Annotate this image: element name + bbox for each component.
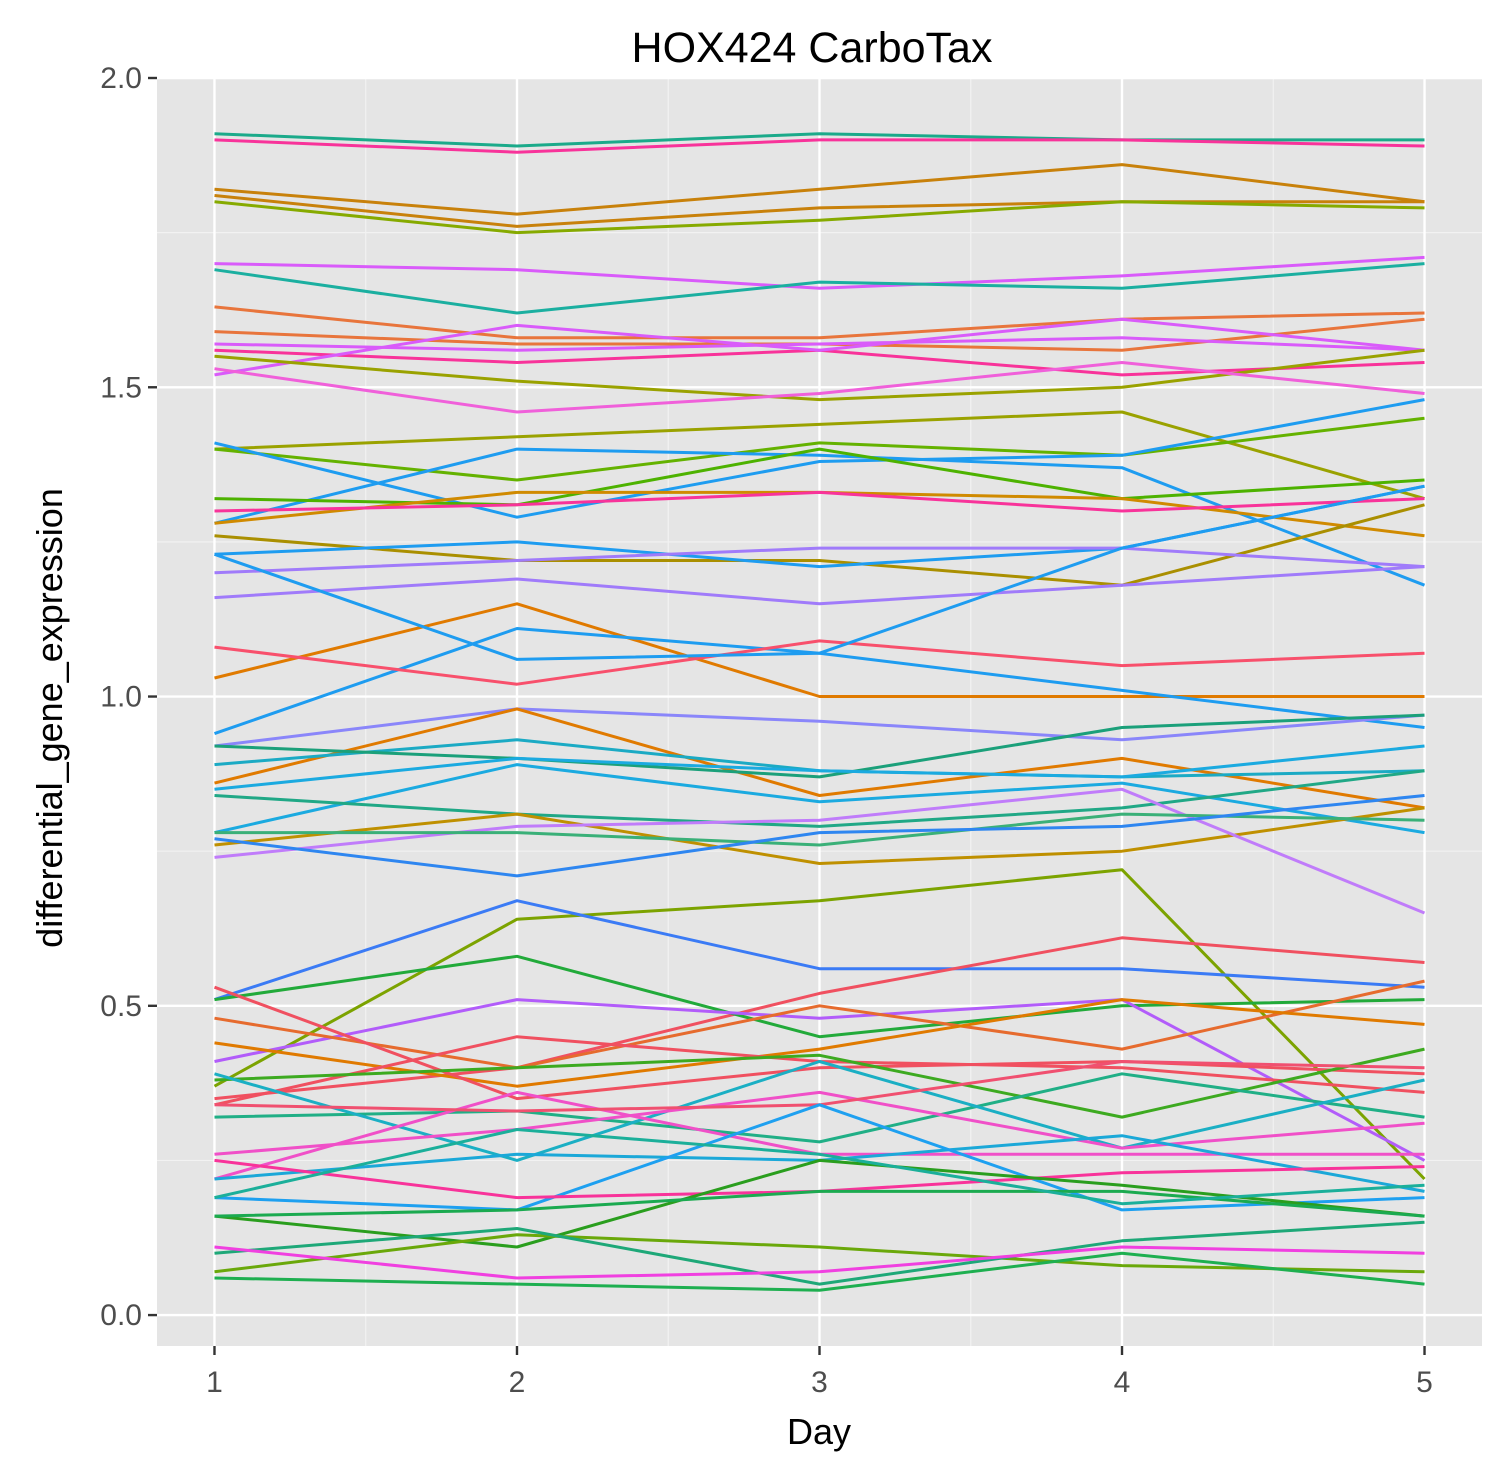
series-line-35: [214, 763, 1425, 835]
series-line-12: [214, 317, 1425, 377]
series-line-60: [214, 1189, 1425, 1218]
series-lines: [213, 132, 1426, 1292]
y-tick-label: 1.0: [100, 681, 142, 714]
x-tick-label: 1: [206, 1366, 223, 1399]
series-line-61: [214, 1128, 1425, 1206]
series-line-2: [214, 138, 1425, 154]
x-tick-label: 4: [1114, 1366, 1131, 1399]
series-line-50: [214, 1047, 1425, 1119]
series-line-43: [214, 936, 1425, 1101]
x-tick-label: 2: [509, 1366, 526, 1399]
series-line-15: [214, 410, 1425, 501]
chart-title: HOX424 CarboTax: [632, 24, 993, 72]
series-line-48: [213, 985, 1425, 1101]
series-line-41: [213, 868, 1426, 1181]
series-line-4: [214, 194, 1425, 228]
y-tick-label: 1.5: [100, 371, 142, 404]
series-line-1: [214, 132, 1425, 148]
series-line-13: [214, 348, 1425, 402]
series-line-42: [214, 899, 1425, 1002]
series-line-36: [214, 769, 1425, 828]
x-axis: 1 2 3 4 5: [206, 1346, 1433, 1399]
series-line-14: [214, 361, 1425, 414]
series-line-40: [214, 794, 1425, 878]
y-tick-label: 0.5: [100, 990, 142, 1023]
series-line-45: [214, 998, 1426, 1162]
series-line-5: [214, 200, 1425, 235]
series-line-25: [214, 565, 1425, 606]
series-line-62: [214, 1233, 1425, 1274]
y-axis: 0.0 0.5 1.0 1.5 2.0: [100, 62, 157, 1332]
series-line-51: [214, 1072, 1425, 1144]
series-line-24: [214, 546, 1425, 575]
series-line-33: [214, 713, 1425, 779]
series-line-7: [214, 262, 1425, 315]
series-line-10: [214, 336, 1425, 352]
series-line-17: [214, 398, 1425, 519]
series-line-46: [214, 979, 1425, 1070]
series-line-28: [214, 639, 1425, 686]
series-line-26: [214, 602, 1425, 698]
series-line-54: [214, 1090, 1425, 1156]
series-line-22: [214, 503, 1425, 587]
series-line-37: [214, 806, 1425, 865]
series-line-34: [214, 744, 1425, 791]
series-line-21: [214, 490, 1425, 513]
series-line-16: [214, 416, 1425, 482]
series-line-64: [214, 1245, 1425, 1280]
series-line-52: [214, 1060, 1425, 1162]
series-line-57: [214, 1103, 1425, 1212]
x-tick-label: 3: [811, 1366, 828, 1399]
series-line-29: [214, 484, 1425, 661]
series-line-3: [214, 163, 1425, 216]
y-axis-title: differential_gene_expression: [29, 488, 70, 948]
series-line-63: [214, 1220, 1425, 1286]
series-line-6: [214, 255, 1425, 290]
series-line-38: [214, 787, 1426, 915]
series-line-44: [214, 954, 1425, 1039]
series-line-65: [214, 1251, 1425, 1292]
y-tick-label: 0.0: [100, 1299, 142, 1332]
x-tick-label: 5: [1416, 1366, 1433, 1399]
x-axis-title: Day: [787, 1411, 851, 1452]
series-line-30: [214, 707, 1425, 748]
series-line-8: [214, 305, 1425, 340]
y-tick-label: 2.0: [100, 62, 142, 95]
